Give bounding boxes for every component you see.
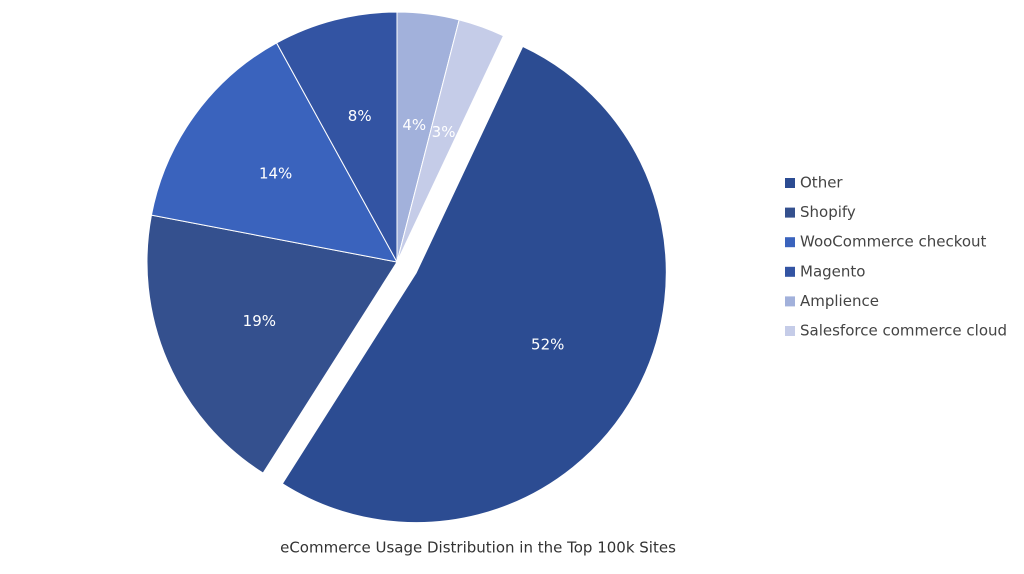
- pie-slice: [146, 214, 398, 474]
- value-label: 8%: [348, 107, 372, 125]
- legend-swatch: [785, 207, 795, 218]
- value-label: 19%: [243, 312, 276, 330]
- legend-label: WooCommerce checkout: [800, 233, 987, 251]
- legend-label: Magento: [800, 262, 865, 280]
- value-label: 52%: [531, 335, 564, 353]
- legend-swatch: [785, 326, 795, 336]
- legend-swatch: [785, 237, 795, 248]
- legend-swatch: [785, 266, 795, 277]
- legend-label: Amplience: [800, 292, 879, 310]
- legend-swatch: [785, 296, 795, 307]
- chart-title: eCommerce Usage Distribution in the Top …: [280, 539, 676, 557]
- pie-slice: [275, 11, 398, 263]
- legend-label: Shopify: [800, 203, 856, 221]
- value-label: 3%: [432, 123, 456, 141]
- pie-slice: [396, 19, 505, 263]
- legend-label: Other: [800, 174, 843, 192]
- pie-slice: [281, 45, 667, 524]
- legend-swatch: [785, 178, 795, 188]
- legend-label: Salesforce commerce cloud: [800, 322, 1007, 340]
- pie-slice: [150, 42, 398, 263]
- value-label: 4%: [402, 116, 426, 134]
- value-label: 14%: [259, 164, 292, 182]
